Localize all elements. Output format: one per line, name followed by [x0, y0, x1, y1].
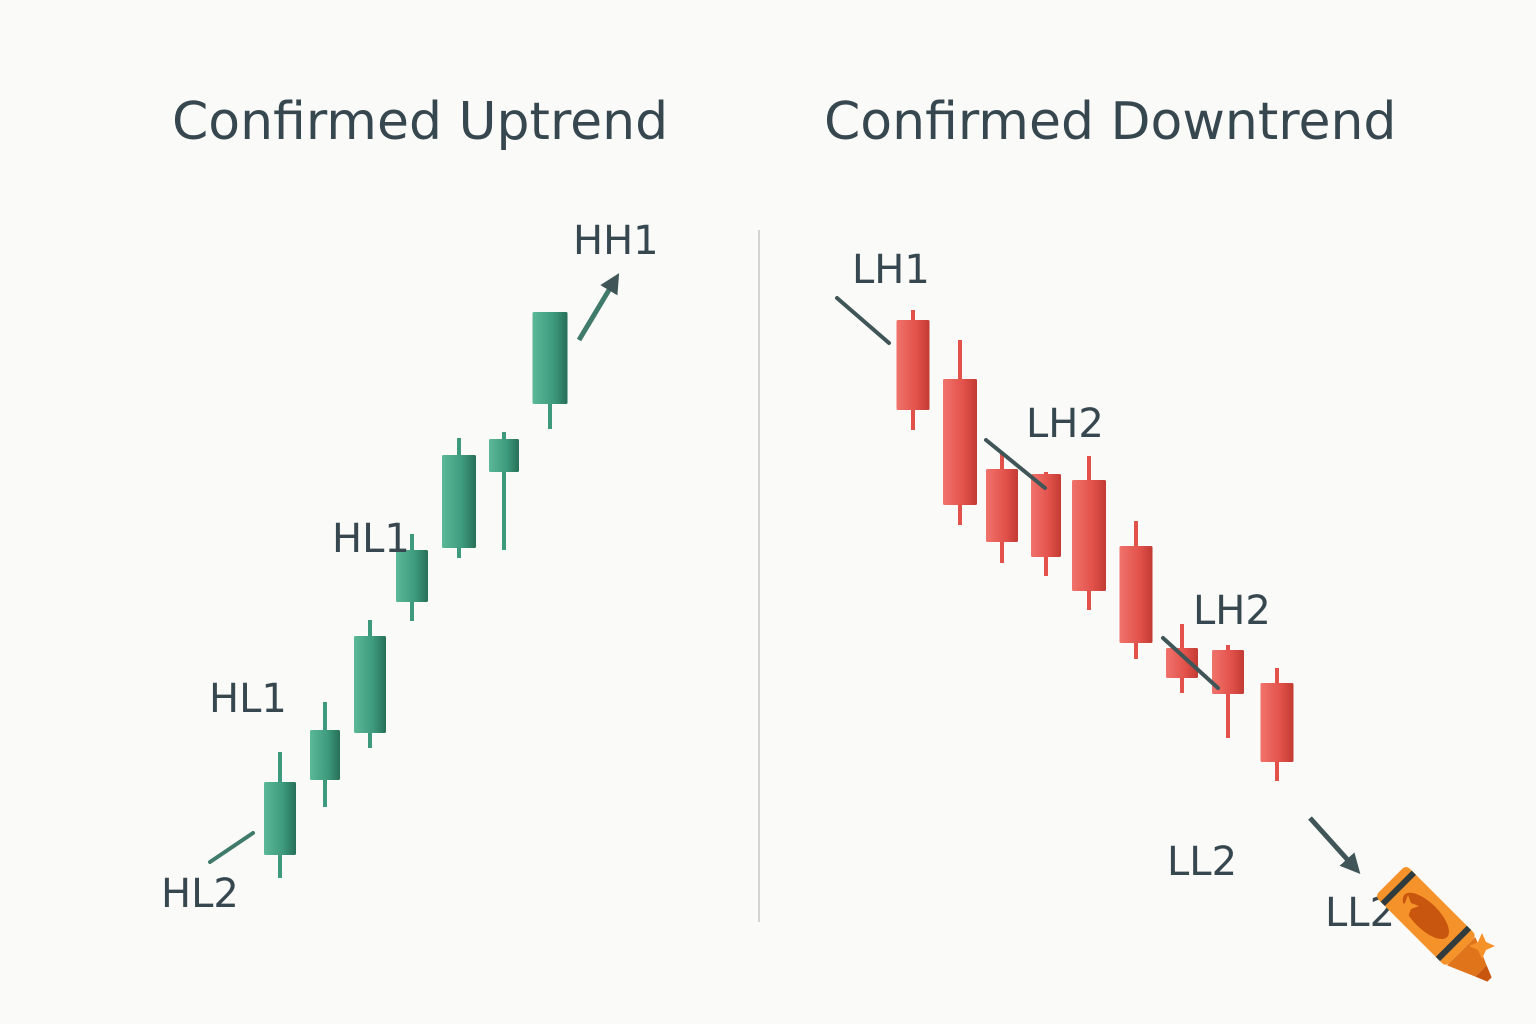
pointer-line: [1161, 636, 1220, 690]
candlestick: [986, 452, 1018, 563]
candlestick: [310, 702, 340, 807]
sparkle-icon: [1397, 895, 1495, 959]
down-arrow-icon: [1308, 816, 1361, 874]
pointer-line: [835, 296, 891, 345]
pointer-line: [208, 831, 255, 864]
candlestick: [896, 310, 930, 430]
candlestick: [396, 534, 428, 621]
candlestick: [1166, 624, 1198, 693]
swing-label: HL1: [209, 676, 287, 722]
uptrend-title: Confirmed Uptrend: [172, 92, 669, 152]
swing-label: LH2: [1193, 588, 1271, 634]
up-arrow-icon: [576, 273, 620, 342]
uptrend-panel: HH1 HL1 HL1 HL2: [161, 218, 659, 917]
candlestick: [1119, 521, 1153, 659]
candlestick: [1072, 456, 1106, 610]
swing-label: LH2: [1026, 401, 1104, 447]
swing-label: HL1: [332, 516, 410, 562]
downtrend-title: Confirmed Downtrend: [824, 92, 1397, 152]
candlestick: [1212, 645, 1244, 738]
swing-label: HL2: [161, 871, 239, 917]
swing-label: HH1: [573, 218, 659, 264]
candlestick: [354, 620, 386, 748]
swing-label: LL2: [1167, 839, 1237, 885]
candlestick: [442, 438, 476, 558]
candlestick: [1260, 668, 1294, 781]
candlestick: [943, 340, 977, 525]
candlestick: [1031, 472, 1061, 576]
candlestick: [489, 432, 519, 550]
candlestick: [532, 312, 568, 429]
candlestick: [264, 752, 296, 878]
swing-label: LH1: [852, 247, 930, 293]
pointer-line: [984, 438, 1047, 490]
